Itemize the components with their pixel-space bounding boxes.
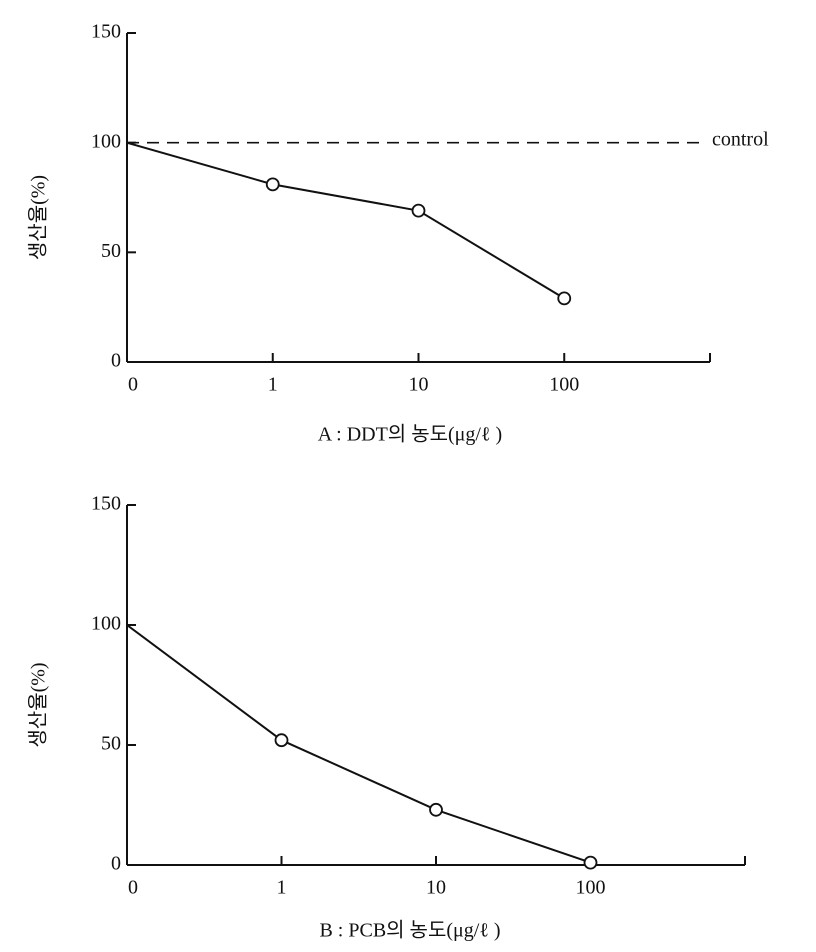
- y-tick-label: 50: [101, 733, 121, 755]
- control-label: control: [712, 128, 769, 150]
- x-axis-title: A : DDT의 농도(μg/ℓ ): [318, 423, 502, 446]
- x-tick-label: 1: [268, 374, 278, 396]
- y-axis-title: 생산율(%): [27, 662, 50, 747]
- y-tick-label: 100: [91, 613, 121, 635]
- data-point: [557, 291, 572, 306]
- x-axis-title: B : PCB의 농도(μg/ℓ ): [319, 919, 500, 942]
- data-point: [429, 802, 443, 817]
- x-tick-label: 0: [128, 374, 138, 396]
- data-point: [274, 733, 289, 748]
- x-tick-label: 100: [576, 877, 606, 899]
- x-tick-label: 10: [409, 374, 429, 396]
- y-tick-label: 150: [91, 493, 121, 515]
- y-tick-label: 0: [111, 350, 121, 372]
- y-axis-title: 생산율(%): [27, 175, 50, 260]
- data-line: [126, 141, 565, 300]
- y-tick-label: 0: [111, 853, 121, 875]
- x-tick-label: 10: [426, 877, 446, 899]
- data-point: [583, 855, 598, 870]
- x-tick-label: 1: [277, 877, 287, 899]
- y-tick-label: 100: [91, 130, 121, 152]
- data-point: [411, 203, 426, 218]
- y-tick-label: 150: [91, 21, 121, 43]
- x-tick-label: 0: [128, 877, 138, 899]
- data-point: [265, 177, 280, 192]
- x-tick-label: 100: [549, 374, 579, 396]
- y-tick-label: 50: [101, 240, 121, 262]
- data-line: [126, 624, 591, 864]
